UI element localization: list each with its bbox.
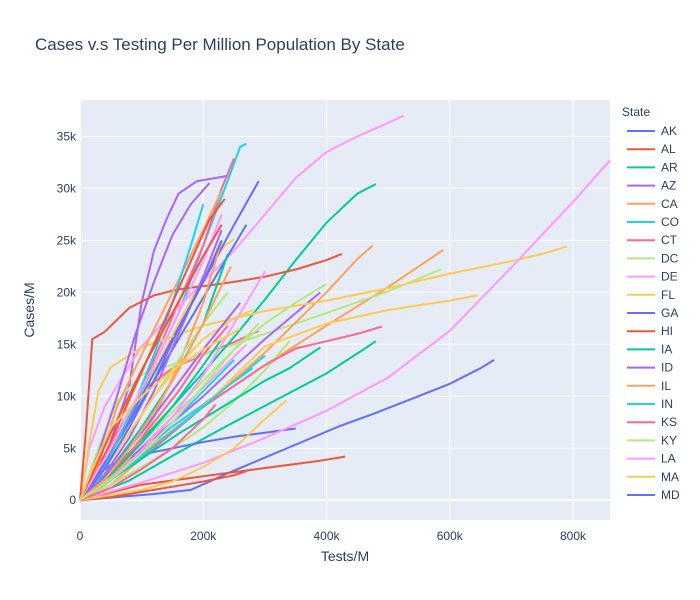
legend-item-de[interactable]: DE [627,270,678,284]
series-line-41 [79,239,223,501]
legend-label: AL [661,142,676,156]
legend-label: IA [661,342,672,356]
series-line-27 [79,189,223,501]
series-line-ar [79,340,377,502]
y-tick-label: 25k [57,233,77,247]
series-line-30 [79,399,288,502]
legend-label: AZ [661,179,676,193]
legend-item-il[interactable]: IL [627,379,671,393]
legend-label: IN [661,397,673,411]
series-line-50 [79,327,241,501]
y-tick-labels: 0 5k 10k 15k 20k 25k 30k 35k [57,129,77,507]
y-tick-label: 10k [57,389,77,403]
legend-item-ma[interactable]: MA [627,470,679,484]
legend-label: ID [661,361,673,375]
legend-label: MD [661,488,680,502]
legend-label: LA [661,452,676,466]
series-line-32 [79,403,217,502]
legend-label: CO [661,215,679,229]
legend-item-co[interactable]: CO [627,215,679,229]
series-line-24 [79,325,383,502]
legend-label: HI [661,324,673,338]
legend-item-in[interactable]: IN [627,397,673,411]
legend-item-hi[interactable]: HI [627,324,673,338]
legend-item-ga[interactable]: GA [627,306,678,320]
legend-label: IL [661,379,671,393]
legend-item-ia[interactable]: IA [627,342,672,356]
legend-label: FL [661,288,675,302]
legend-title: State [622,105,650,119]
legend-item-id[interactable]: ID [627,361,673,375]
legend-item-la[interactable]: LA [627,452,676,466]
y-tick-label: 20k [57,285,77,299]
x-tick-label: 800k [560,529,587,543]
legend-item-ct[interactable]: CT [627,233,678,247]
legend-label: MA [661,470,679,484]
legend-item-md[interactable]: MD [627,488,680,502]
y-axis-title: Cases/M [21,282,37,337]
x-axis-title: Tests/M [321,548,369,564]
series-line-il [79,244,374,502]
series-line-48 [79,322,260,502]
legend-item-ks[interactable]: KS [627,415,677,429]
series-line-45 [79,265,232,501]
legend-item-ky[interactable]: KY [627,433,677,447]
series-line-id [79,291,321,501]
legend-item-dc[interactable]: DC [627,251,679,265]
series-line-ak [79,359,495,502]
legend-item-ak[interactable]: AK [627,124,677,138]
legend-label: KY [661,433,677,447]
legend-item-al[interactable]: AL [627,142,676,156]
y-tick-label: 30k [57,181,77,195]
x-tick-label: 600k [437,529,464,543]
legend-label: GA [661,306,678,320]
legend-item-fl[interactable]: FL [627,288,675,302]
legend-item-ca[interactable]: CA [627,197,678,211]
x-tick-label: 200k [190,529,217,543]
series-line-ky [79,340,291,502]
legend-label: CA [661,197,678,211]
legend-label: DE [661,270,678,284]
y-tick-label: 15k [57,337,77,351]
series-line-26 [79,182,211,501]
legend-item-ar[interactable]: AR [627,160,678,174]
legend: State AK AL AR AZ CA CO CT DC DE FL GA HI IA ID IL IN KS… [622,105,680,502]
y-tick-label: 35k [57,129,77,143]
y-tick-label: 0 [69,493,76,507]
data-lines [79,114,611,502]
series-line-al [79,455,346,502]
chart-title: Cases v.s Testing Per Million Population… [35,35,405,54]
series-line-49 [79,224,223,501]
x-tick-labels: 0 200k 400k 600k 800k [77,529,587,543]
legend-label: KS [661,415,677,429]
series-line-47 [79,214,223,501]
series-line-hi [79,470,247,502]
series-line-la [79,114,404,501]
legend-label: AK [661,124,677,138]
x-tick-label: 0 [77,529,84,543]
x-tick-label: 400k [313,529,340,543]
series-line-44 [79,302,241,501]
series-line-ma [79,245,568,501]
series-line-22 [79,159,611,502]
legend-label: AR [661,160,678,174]
legend-item-az[interactable]: AZ [627,179,676,193]
legend-label: DC [661,251,679,265]
series-line-38 [79,198,226,501]
y-tick-label: 5k [63,441,77,455]
legend-label: CT [661,233,678,247]
